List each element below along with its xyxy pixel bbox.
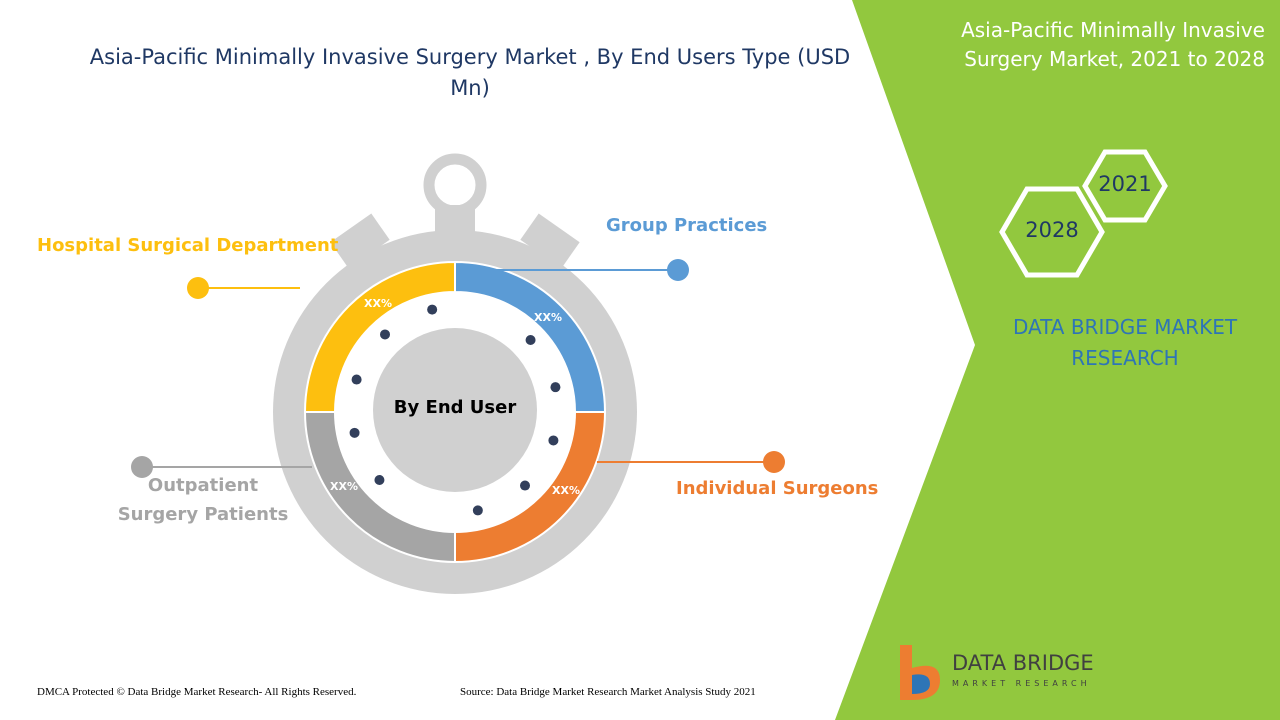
dial-dot — [548, 435, 559, 446]
segment-label: Group Practices — [606, 215, 768, 236]
center-disk — [373, 328, 537, 492]
dial-dot — [380, 329, 391, 340]
watch-knob — [423, 153, 487, 217]
watch-button — [520, 213, 580, 269]
dial-dot — [525, 335, 536, 346]
hexagon — [1082, 149, 1168, 223]
segment-value-label: XX% — [552, 484, 580, 497]
dial-dot — [349, 427, 360, 438]
leader-dot — [763, 451, 785, 473]
leader-dot — [187, 277, 209, 299]
logo-mark — [900, 645, 940, 700]
hexagon — [999, 186, 1105, 278]
segment-value-label: XX% — [364, 297, 392, 310]
logo-tagline: MARKET RESEARCH — [952, 679, 1091, 688]
year: 2021 — [1098, 172, 1152, 196]
leader-dot — [667, 259, 689, 281]
side-title: Asia-Pacific Minimally Invasive Surgery … — [961, 18, 1265, 71]
leader-dot — [131, 456, 153, 478]
segment-value-label: XX% — [330, 480, 358, 493]
dial-dot — [550, 382, 561, 393]
dial-dot — [472, 505, 483, 516]
side-panel — [835, 0, 1280, 720]
segment-label: Individual Surgeons — [676, 478, 879, 499]
logo-name: DATA BRIDGE — [952, 651, 1094, 675]
brand: DATA BRIDGE MARKET RESEARCH — [1012, 315, 1238, 370]
dial-dot — [519, 480, 530, 491]
center-label: By End User — [394, 397, 517, 418]
title: Asia-Pacific Minimally Invasive Surgery … — [89, 45, 851, 100]
segment-label: Outpatient Surgery Patients — [117, 475, 289, 525]
segment-label: Hospital Surgical Department — [37, 235, 339, 256]
dial-dot — [351, 374, 362, 385]
logo-mark — [912, 674, 930, 694]
dial-dot — [374, 474, 385, 485]
year: 2028 — [1025, 218, 1079, 242]
copyright: DMCA Protected © Data Bridge Market Rese… — [37, 686, 357, 698]
segment-value-label: XX% — [534, 311, 562, 324]
watch-button — [330, 213, 390, 269]
dial-dot — [427, 304, 438, 315]
source: Source: Data Bridge Market Research Mark… — [460, 686, 756, 698]
